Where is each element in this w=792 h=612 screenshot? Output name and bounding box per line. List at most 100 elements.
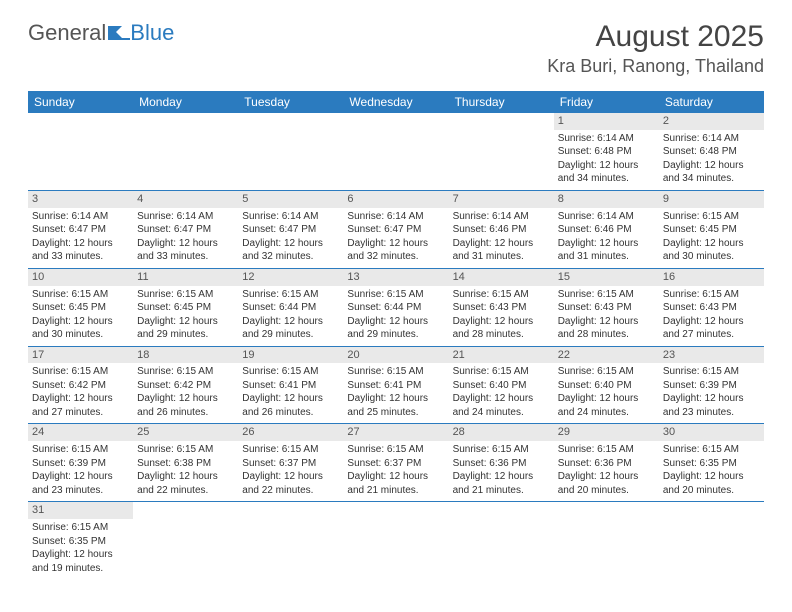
day-detail-line: Sunrise: 6:14 AM bbox=[242, 210, 339, 224]
day-detail-line: Sunrise: 6:15 AM bbox=[663, 365, 760, 379]
day-details: Sunrise: 6:15 AMSunset: 6:43 PMDaylight:… bbox=[453, 288, 550, 342]
day-detail-line: and 24 minutes. bbox=[558, 406, 655, 420]
day-detail-line: Daylight: 12 hours bbox=[663, 392, 760, 406]
day-detail-line: Sunrise: 6:14 AM bbox=[558, 210, 655, 224]
calendar-cell: 16Sunrise: 6:15 AMSunset: 6:43 PMDayligh… bbox=[659, 268, 764, 346]
day-detail-line: Sunrise: 6:15 AM bbox=[242, 365, 339, 379]
calendar-week-row: 3Sunrise: 6:14 AMSunset: 6:47 PMDaylight… bbox=[28, 190, 764, 268]
day-details: Sunrise: 6:15 AMSunset: 6:39 PMDaylight:… bbox=[663, 365, 760, 419]
day-details: Sunrise: 6:15 AMSunset: 6:40 PMDaylight:… bbox=[558, 365, 655, 419]
calendar-cell: 21Sunrise: 6:15 AMSunset: 6:40 PMDayligh… bbox=[449, 346, 554, 424]
day-detail-line: and 27 minutes. bbox=[663, 328, 760, 342]
day-details: Sunrise: 6:15 AMSunset: 6:42 PMDaylight:… bbox=[137, 365, 234, 419]
calendar-cell: 28 Sunrise: 6:15 AMSunset: 6:36 PMDayligh… bbox=[449, 424, 554, 502]
day-details: Sunrise: 6:15 AMSunset: 6:37 PMDaylight:… bbox=[242, 443, 339, 497]
day-detail-line: Daylight: 12 hours bbox=[137, 315, 234, 329]
day-detail-line: and 32 minutes. bbox=[347, 250, 444, 264]
day-number: 25 bbox=[133, 424, 238, 441]
day-number: 5 bbox=[238, 191, 343, 208]
day-detail-line: Sunrise: 6:15 AM bbox=[137, 288, 234, 302]
day-detail-line: Daylight: 12 hours bbox=[558, 315, 655, 329]
calendar-cell: 12 Sunrise: 6:15 AMSunset: 6:44 PMDayligh… bbox=[238, 268, 343, 346]
calendar-cell: 20Sunrise: 6:15 AMSunset: 6:41 PMDayligh… bbox=[343, 346, 448, 424]
day-detail-line: Sunrise: 6:14 AM bbox=[32, 210, 129, 224]
weekday-header-row: Sunday Monday Tuesday Wednesday Thursday… bbox=[28, 91, 764, 113]
day-detail-line: and 34 minutes. bbox=[663, 172, 760, 186]
day-detail-line: and 22 minutes. bbox=[137, 484, 234, 498]
day-details: Sunrise: 6:14 AMSunset: 6:46 PMDaylight:… bbox=[558, 210, 655, 264]
calendar-cell: 31Sunrise: 6:15 AMSunset: 6:35 PMDayligh… bbox=[28, 502, 133, 579]
day-details: Sunrise: 6:15 AMSunset: 6:36 PMDaylight:… bbox=[453, 443, 550, 497]
day-detail-line: Daylight: 12 hours bbox=[242, 392, 339, 406]
calendar-cell bbox=[343, 502, 448, 579]
calendar-cell: 14Sunrise: 6:15 AMSunset: 6:43 PMDayligh… bbox=[449, 268, 554, 346]
page-title: August 2025 bbox=[547, 20, 764, 54]
day-detail-line: Sunset: 6:42 PM bbox=[32, 379, 129, 393]
day-detail-line: and 31 minutes. bbox=[558, 250, 655, 264]
day-details: Sunrise: 6:14 AMSunset: 6:47 PMDaylight:… bbox=[32, 210, 129, 264]
day-detail-line: and 26 minutes. bbox=[242, 406, 339, 420]
day-detail-line: Sunset: 6:48 PM bbox=[663, 145, 760, 159]
day-detail-line: Sunrise: 6:14 AM bbox=[347, 210, 444, 224]
day-number: 12 bbox=[238, 269, 343, 286]
day-number: 2 bbox=[659, 113, 764, 130]
day-detail-line: Daylight: 12 hours bbox=[558, 470, 655, 484]
calendar-week-row: 31Sunrise: 6:15 AMSunset: 6:35 PMDayligh… bbox=[28, 502, 764, 579]
day-detail-line: Sunrise: 6:15 AM bbox=[558, 365, 655, 379]
day-number: 4 bbox=[133, 191, 238, 208]
day-number-blank bbox=[554, 502, 659, 519]
day-number: 17 bbox=[28, 347, 133, 364]
calendar-cell: 8 Sunrise: 6:14 AMSunset: 6:46 PMDaylight… bbox=[554, 190, 659, 268]
day-detail-line: Daylight: 12 hours bbox=[32, 315, 129, 329]
day-detail-line: Daylight: 12 hours bbox=[32, 470, 129, 484]
logo-text-general: General bbox=[28, 20, 106, 46]
day-number: 16 bbox=[659, 269, 764, 286]
day-detail-line: and 33 minutes. bbox=[137, 250, 234, 264]
day-details: Sunrise: 6:14 AMSunset: 6:47 PMDaylight:… bbox=[137, 210, 234, 264]
calendar-cell: 11 Sunrise: 6:15 AMSunset: 6:45 PMDayligh… bbox=[133, 268, 238, 346]
calendar-cell bbox=[449, 113, 554, 190]
day-number: 8 bbox=[554, 191, 659, 208]
calendar-cell: 26Sunrise: 6:15 AMSunset: 6:37 PMDayligh… bbox=[238, 424, 343, 502]
day-detail-line: Daylight: 12 hours bbox=[663, 315, 760, 329]
day-detail-line: Daylight: 12 hours bbox=[663, 159, 760, 173]
day-detail-line: Sunset: 6:46 PM bbox=[558, 223, 655, 237]
day-number: 30 bbox=[659, 424, 764, 441]
calendar-cell: 18Sunrise: 6:15 AMSunset: 6:42 PMDayligh… bbox=[133, 346, 238, 424]
day-detail-line: and 25 minutes. bbox=[347, 406, 444, 420]
calendar-cell: 4 Sunrise: 6:14 AMSunset: 6:47 PMDaylight… bbox=[133, 190, 238, 268]
day-detail-line: and 29 minutes. bbox=[347, 328, 444, 342]
day-detail-line: Sunrise: 6:15 AM bbox=[558, 288, 655, 302]
day-details: Sunrise: 6:14 AMSunset: 6:48 PMDaylight:… bbox=[663, 132, 760, 186]
day-details: Sunrise: 6:15 AMSunset: 6:45 PMDaylight:… bbox=[663, 210, 760, 264]
day-detail-line: Sunset: 6:35 PM bbox=[663, 457, 760, 471]
day-details: Sunrise: 6:15 AMSunset: 6:40 PMDaylight:… bbox=[453, 365, 550, 419]
day-details: Sunrise: 6:15 AMSunset: 6:45 PMDaylight:… bbox=[137, 288, 234, 342]
calendar-cell: 5Sunrise: 6:14 AMSunset: 6:47 PMDaylight… bbox=[238, 190, 343, 268]
day-number-blank bbox=[343, 502, 448, 519]
day-detail-line: Daylight: 12 hours bbox=[663, 237, 760, 251]
day-number: 7 bbox=[449, 191, 554, 208]
day-detail-line: Sunset: 6:38 PM bbox=[137, 457, 234, 471]
calendar-cell: 25 Sunrise: 6:15 AMSunset: 6:38 PMDayligh… bbox=[133, 424, 238, 502]
day-detail-line: Daylight: 12 hours bbox=[347, 315, 444, 329]
day-detail-line: Sunset: 6:41 PM bbox=[242, 379, 339, 393]
day-detail-line: Sunrise: 6:14 AM bbox=[453, 210, 550, 224]
weekday-header: Thursday bbox=[449, 91, 554, 113]
day-details: Sunrise: 6:15 AMSunset: 6:44 PMDaylight:… bbox=[242, 288, 339, 342]
day-number: 28 bbox=[449, 424, 554, 441]
calendar-cell bbox=[238, 502, 343, 579]
day-detail-line: and 24 minutes. bbox=[453, 406, 550, 420]
day-number-blank bbox=[238, 113, 343, 130]
weekday-header: Tuesday bbox=[238, 91, 343, 113]
day-detail-line: and 29 minutes. bbox=[137, 328, 234, 342]
day-detail-line: Sunrise: 6:15 AM bbox=[347, 443, 444, 457]
day-number: 27 bbox=[343, 424, 448, 441]
day-details: Sunrise: 6:15 AMSunset: 6:38 PMDaylight:… bbox=[137, 443, 234, 497]
day-detail-line: Sunset: 6:47 PM bbox=[347, 223, 444, 237]
day-detail-line: Sunset: 6:44 PM bbox=[242, 301, 339, 315]
day-detail-line: Sunrise: 6:15 AM bbox=[242, 288, 339, 302]
day-detail-line: Sunrise: 6:15 AM bbox=[663, 288, 760, 302]
day-details: Sunrise: 6:15 AMSunset: 6:36 PMDaylight:… bbox=[558, 443, 655, 497]
day-number: 11 bbox=[133, 269, 238, 286]
